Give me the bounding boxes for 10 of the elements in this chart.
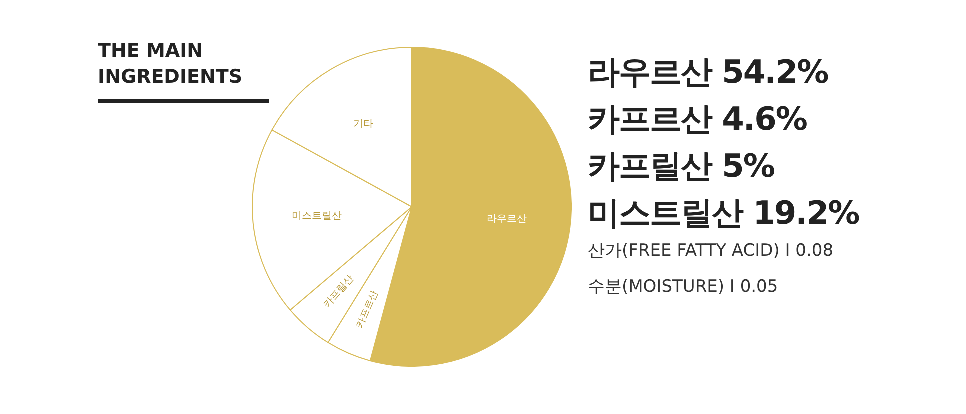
slice-label: 기타 (353, 119, 374, 130)
text: 카프릴산 5% (588, 146, 776, 186)
text: 카프르산 4.6% (588, 99, 808, 139)
text: 라우르산 54.2% (588, 52, 830, 92)
slice-label: 미스트릴산 (292, 211, 342, 222)
chart-title: THE MAIN INGREDIENTS (98, 39, 244, 90)
text: 미스트릴산 19.2% (588, 193, 860, 233)
slice-label: 라우르산 (486, 214, 527, 226)
text: 산가(FREE FATTY ACID) I 0.08 (588, 240, 835, 262)
text: 수분(MOISTURE) I 0.05 (588, 276, 780, 298)
